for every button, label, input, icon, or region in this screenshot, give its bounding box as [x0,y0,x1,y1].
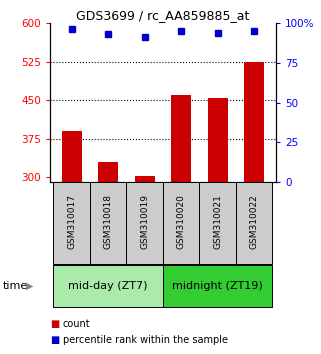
Text: GSM310019: GSM310019 [140,194,149,249]
Bar [208,97,228,182]
Bar [53,182,90,264]
Bar [236,182,273,264]
Text: time: time [3,281,29,291]
Text: GSM310018: GSM310018 [104,194,113,249]
Text: count: count [63,319,90,329]
Text: ■: ■ [50,319,59,329]
Bar [134,176,155,182]
Text: GSM310022: GSM310022 [250,194,259,249]
Text: percentile rank within the sample: percentile rank within the sample [63,335,228,345]
Bar [163,265,273,307]
Bar [62,131,82,182]
Bar [53,265,163,307]
Bar [244,62,264,182]
Text: midnight (ZT19): midnight (ZT19) [172,281,263,291]
Bar [126,182,163,264]
Bar [163,182,199,264]
Bar [98,162,118,182]
Title: GDS3699 / rc_AA859885_at: GDS3699 / rc_AA859885_at [76,9,250,22]
Bar [199,182,236,264]
Bar [171,95,191,182]
Text: ■: ■ [50,335,59,345]
Text: GSM310017: GSM310017 [67,194,76,249]
Text: ▶: ▶ [26,281,34,291]
Bar [90,182,126,264]
Text: mid-day (ZT7): mid-day (ZT7) [68,281,148,291]
Text: GSM310020: GSM310020 [177,194,186,249]
Text: GSM310021: GSM310021 [213,194,222,249]
